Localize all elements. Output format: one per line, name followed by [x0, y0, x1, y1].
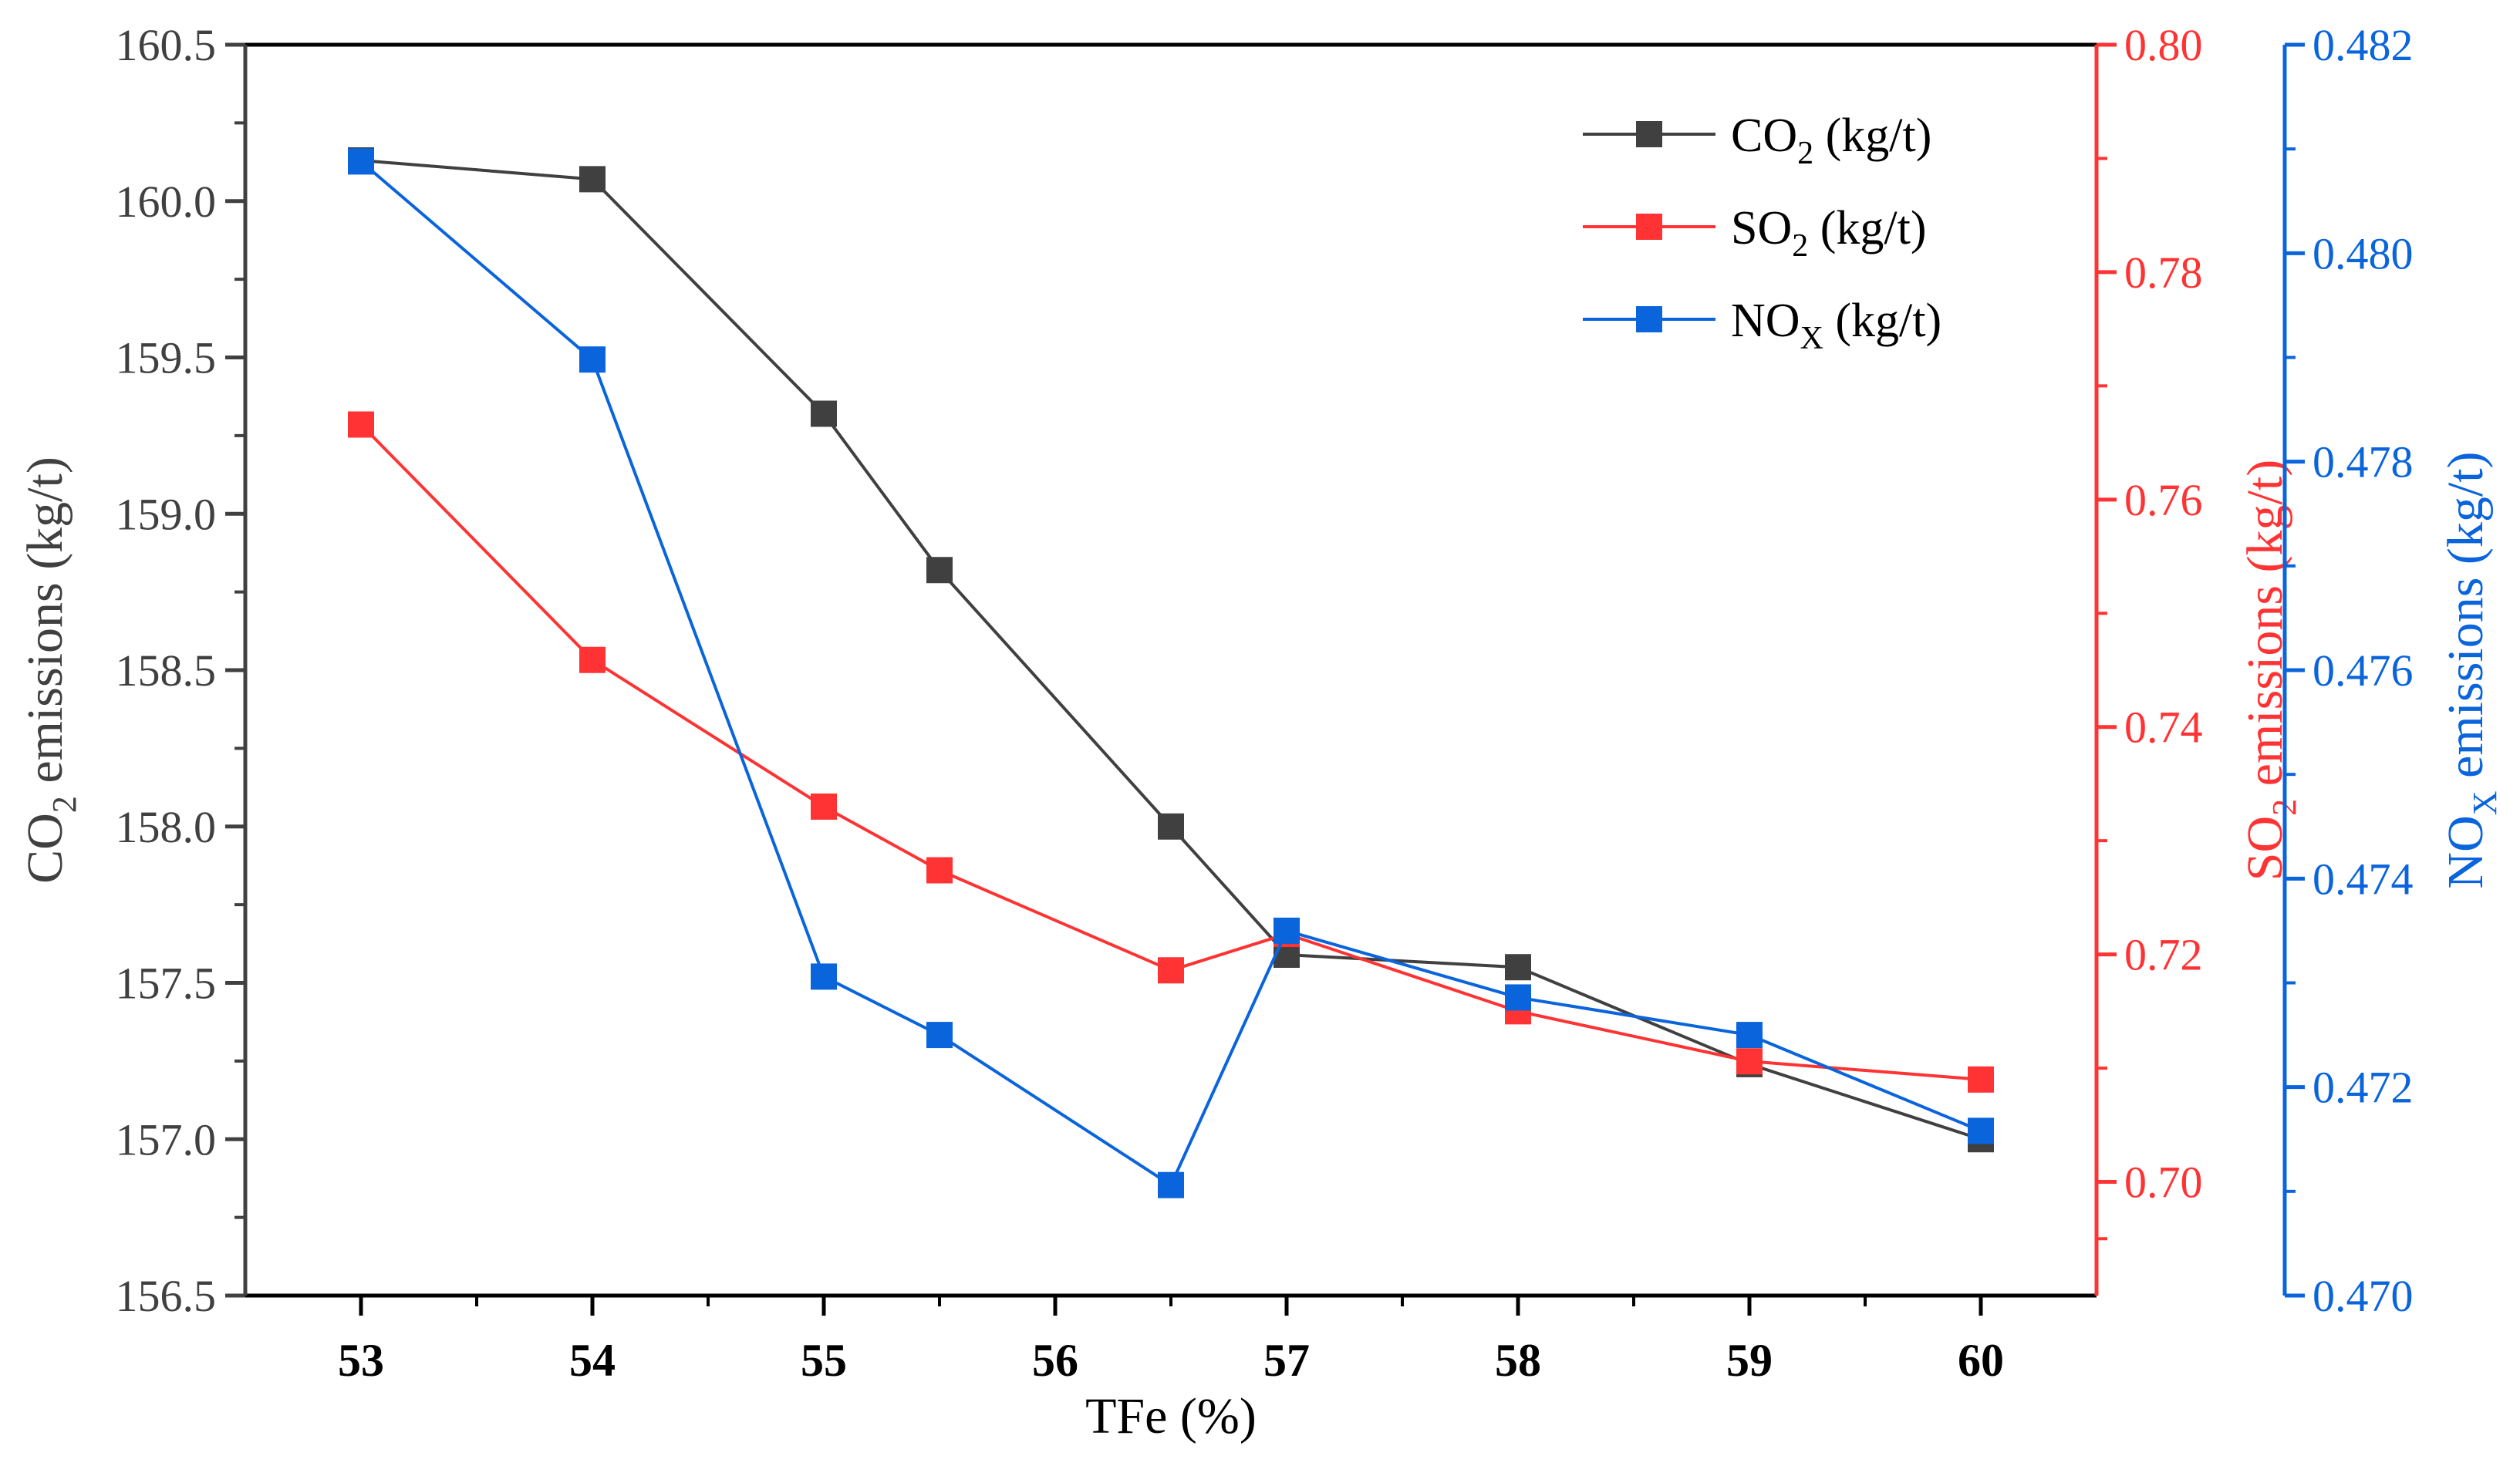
nox-axis-title-sub: X — [2466, 790, 2504, 815]
x-tick-label: 57 — [1263, 1335, 1310, 1386]
data-point-so2 — [1158, 957, 1184, 984]
data-point-nox — [1505, 984, 1531, 1011]
legend-item-so2: SO2 (kg/t) — [1583, 202, 1927, 264]
legend-label-rest: (kg/t) — [1813, 110, 1931, 162]
legend-label-rest: (kg/t) — [1823, 295, 1941, 347]
data-point-nox — [1968, 1117, 1994, 1144]
data-point-so2 — [348, 411, 374, 438]
x-tick-label: 58 — [1495, 1335, 1541, 1386]
co2-tick-label: 157.5 — [116, 959, 217, 1009]
data-point-nox — [348, 148, 374, 175]
legend-label-main: SO — [1731, 202, 1792, 254]
co2-tick-label: 159.0 — [116, 489, 217, 539]
series-so2 — [348, 411, 1994, 1093]
data-point-nox — [1273, 917, 1300, 944]
co2-tick-label: 158.5 — [116, 645, 217, 696]
data-point-so2 — [1968, 1066, 1994, 1093]
legend-label-co2: CO2 (kg/t) — [1731, 110, 1931, 171]
so2-tick-label: 0.70 — [2124, 1158, 2203, 1208]
co2-tick-label: 159.5 — [116, 333, 217, 383]
nox-axis-title-rest: emissions (kg/t) — [2437, 451, 2494, 790]
nox-axis: 0.470 0.472 0.474 0.476 0.478 0.480 0.482 NOX e… — [2282, 20, 2504, 1321]
legend: CO2 (kg/t)SO2 (kg/t)NOX (kg/t) — [1583, 110, 1941, 356]
x-tick-label: 55 — [801, 1335, 847, 1386]
data-point-nox — [579, 346, 606, 373]
nox-axis-title-main: NO — [2437, 815, 2494, 888]
legend-label-sub: X — [1800, 321, 1823, 356]
nox-tick-label: 0.474 — [2313, 854, 2414, 904]
so2-tick-label: 0.76 — [2124, 475, 2203, 525]
x-tick-label: 53 — [338, 1335, 384, 1386]
co2-axis-title-main: CO — [17, 813, 73, 884]
so2-tick-label: 0.74 — [2124, 703, 2203, 753]
legend-item-nox: NOX (kg/t) — [1583, 295, 1941, 356]
data-point-nox — [1158, 1171, 1184, 1198]
data-point-co2 — [579, 166, 606, 193]
legend-marker-so2 — [1636, 214, 1662, 240]
legend-item-co2: CO2 (kg/t) — [1583, 110, 1931, 171]
legend-label-sub: 2 — [1797, 136, 1813, 171]
co2-tick-label: 157.0 — [116, 1114, 217, 1164]
data-point-co2 — [1505, 954, 1531, 981]
x-tick-label: 59 — [1726, 1335, 1773, 1386]
co2-axis: 156.5 157.0 157.5 158.0 158.5 159.0 159.5 160.0… — [17, 20, 248, 1321]
co2-tick-label: 160.0 — [116, 177, 217, 227]
data-point-nox — [926, 1022, 953, 1049]
data-point-co2 — [926, 557, 953, 584]
data-point-co2 — [1158, 813, 1184, 840]
x-tick-label: 56 — [1032, 1335, 1078, 1386]
legend-label-main: CO — [1731, 110, 1797, 162]
data-point-so2 — [1736, 1048, 1763, 1075]
nox-tick-label: 0.482 — [2313, 20, 2414, 70]
legend-label-rest: (kg/t) — [1808, 202, 1926, 254]
data-point-nox — [1736, 1022, 1763, 1049]
nox-tick-label: 0.478 — [2313, 437, 2414, 487]
so2-axis: 0.700.720.740.760.780.80SO2 emissions (k… — [2094, 20, 2303, 1296]
so2-tick-label: 0.78 — [2124, 248, 2203, 298]
co2-tick-label: 160.5 — [116, 20, 217, 70]
series-layer — [348, 147, 1994, 1198]
legend-label-nox: NOX (kg/t) — [1731, 295, 1941, 356]
nox-tick-label: 0.470 — [2313, 1271, 2414, 1321]
so2-tick-label: 0.72 — [2124, 930, 2203, 980]
legend-label-so2: SO2 (kg/t) — [1731, 202, 1927, 264]
nox-tick-label: 0.472 — [2313, 1063, 2414, 1113]
so2-tick-label: 0.80 — [2124, 20, 2203, 70]
co2-tick-label: 156.5 — [116, 1271, 217, 1321]
x-axis-title: TFe (%) — [1085, 1388, 1257, 1444]
data-point-so2 — [811, 793, 837, 820]
co2-axis-title-sub: 2 — [46, 796, 83, 813]
nox-tick-label: 0.480 — [2313, 228, 2414, 278]
data-point-nox — [811, 963, 837, 990]
co2-axis-title-rest: emissions (kg/t) — [17, 457, 73, 796]
series-nox — [348, 148, 1994, 1198]
legend-label-main: NO — [1731, 295, 1800, 347]
co2-tick-label: 158.0 — [116, 802, 217, 852]
legend-marker-co2 — [1636, 121, 1662, 147]
nox-tick-label: 0.476 — [2313, 645, 2414, 696]
x-tick-label: 60 — [1958, 1335, 2004, 1386]
data-point-so2 — [579, 646, 606, 673]
nox-axis-title: NOX emissions (kg/t) — [2437, 451, 2504, 888]
x-tick-label: 54 — [569, 1335, 616, 1386]
legend-marker-nox — [1636, 306, 1662, 332]
data-point-so2 — [926, 857, 953, 884]
co2-axis-title: CO2 emissions (kg/t) — [17, 457, 83, 884]
data-point-co2 — [811, 400, 837, 427]
legend-label-sub: 2 — [1792, 228, 1808, 264]
